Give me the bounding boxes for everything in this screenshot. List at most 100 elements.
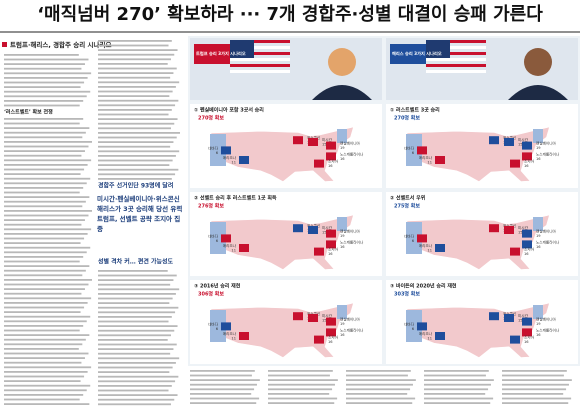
text-line [4,228,92,231]
state-name: 네바다 [208,233,219,238]
text-line [98,398,175,401]
text-line [4,357,85,359]
text-line [4,338,86,341]
text-line [4,251,87,254]
text-line [4,269,86,272]
text-line [502,379,572,381]
scenario-result: 276명 확보 [198,203,224,210]
state-ev: 15 [518,231,523,235]
text-line [98,53,175,56]
text-line [190,388,255,391]
state-name: 애리조나 [223,243,237,248]
portrait-body [312,85,372,100]
state-ev: 15 [518,319,523,323]
text-line [98,293,176,295]
text-line [4,118,84,120]
state [221,322,231,331]
portrait-body [508,85,568,100]
text-line [98,389,169,392]
text-line [502,397,572,400]
text-line [4,403,90,405]
state-ev: 16 [536,333,541,337]
state [308,226,318,234]
text-line [4,104,80,107]
subhead: 경합주 선거인단 93명에 달려 [98,182,173,190]
text-line [98,283,171,286]
text-line [4,77,88,79]
text-line [4,214,89,217]
state [326,141,336,150]
panel-title: 트럼프 승리 3가지 시나리오 [196,50,246,57]
text-line [4,343,83,346]
state-name: 애리조나 [223,331,237,336]
text-line [346,397,416,400]
state [522,240,532,249]
text-line [98,86,176,88]
state [326,240,336,249]
flag-stripe [230,58,290,61]
state-name: 네바다 [208,145,219,150]
state [417,322,427,331]
state [522,229,532,238]
text-line [4,398,80,401]
text-line [98,72,174,74]
text-line [98,316,172,318]
state-ev: 11 [427,337,432,341]
state [522,141,532,150]
text-line [190,393,252,395]
state [326,328,336,337]
text-line [98,113,169,116]
text-line [346,379,416,381]
text-line [98,67,177,70]
text-line [98,90,173,93]
state [417,146,427,155]
state [293,224,303,233]
text-line [502,370,567,372]
state [435,156,445,164]
state-name: 애리조나 [419,331,433,336]
section-label: 트럼프·해리스, 경합주 승리 시나리오 [10,40,111,49]
state-name: 네바다 [208,321,219,326]
text-line [190,370,255,372]
text-line [424,393,486,395]
text-line [98,141,174,143]
text-line [98,274,177,277]
portrait-head [524,48,552,76]
text-line [4,352,89,355]
text-line [4,219,85,221]
text-line [4,196,90,198]
state [504,314,514,322]
state [417,234,427,243]
state-name: 노스캐롤라이나 [340,239,364,244]
state [314,247,324,256]
text-line [4,177,91,180]
state [510,247,520,256]
state-name: 노스캐롤라이나 [536,239,560,244]
text-line [4,223,82,226]
state [326,317,336,326]
state-name: 미시간 [518,313,529,318]
text-line [4,63,85,65]
state-name: 위스콘신 [307,223,320,228]
blue-northeast [337,129,347,143]
text-line [4,58,89,61]
state-name: 위스콘신 [503,311,516,316]
state-ev: 16 [524,340,529,344]
text-line [502,402,569,404]
flag-canton [426,40,450,58]
text-line [268,383,335,386]
state-name: 노스캐롤라이나 [340,327,364,332]
text-line [268,374,330,377]
flag-stripe [230,64,290,67]
text-line [98,164,170,166]
text-line [268,402,335,404]
text-line [98,279,174,281]
state-ev: 6 [216,151,219,155]
text-line [502,383,569,386]
scenario-result: 270명 확보 [198,115,224,122]
flag-stripe [230,70,290,73]
state-name: 조지아 [328,159,339,164]
state [435,244,445,252]
state [239,156,249,164]
text-line [346,383,413,386]
